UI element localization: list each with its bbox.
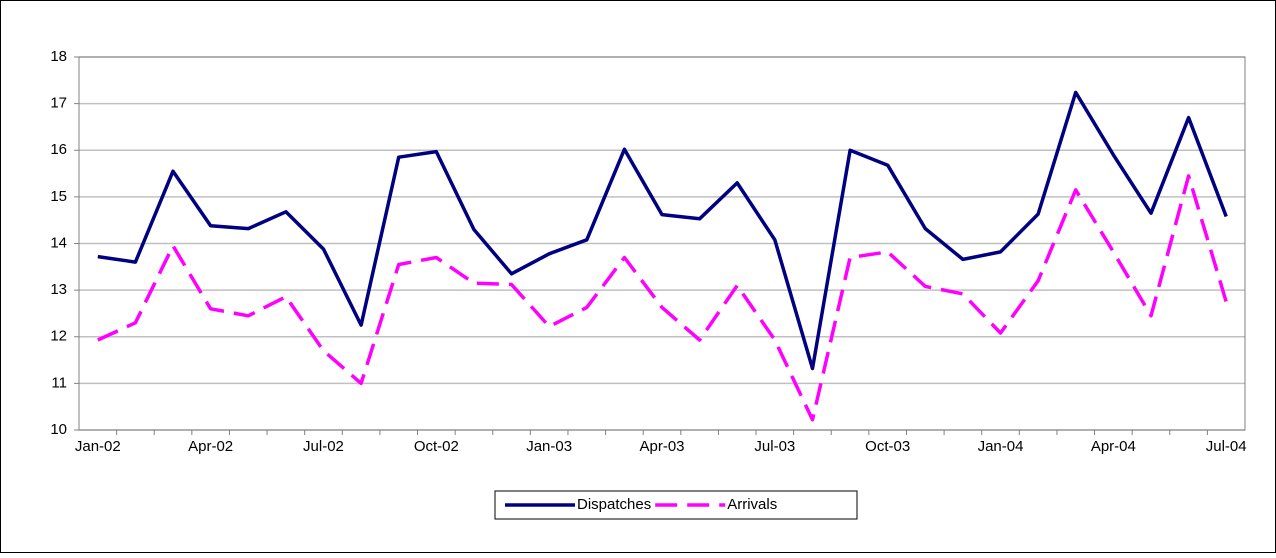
y-tick-label: 10 (50, 421, 67, 438)
legend-label: Dispatches (577, 496, 651, 513)
x-tick-label: Jul-02 (303, 438, 344, 455)
y-tick-label: 16 (50, 141, 67, 158)
y-tick-label: 17 (50, 95, 67, 112)
series-line (97, 90, 1228, 371)
legend-label: Arrivals (727, 496, 777, 513)
y-tick-label: 15 (50, 188, 67, 205)
x-tick-label: Oct-03 (865, 438, 910, 455)
y-tick-label: 13 (50, 281, 67, 298)
x-tick-label: Oct-02 (414, 438, 459, 455)
x-tick-label: Jan-03 (526, 438, 572, 455)
x-tick-label: Apr-02 (188, 438, 233, 455)
y-tick-label: 18 (50, 48, 67, 65)
y-tick-label: 11 (51, 374, 67, 391)
x-tick-label: Jan-04 (978, 438, 1024, 455)
x-tick-label: Jul-03 (754, 438, 795, 455)
y-tick-label: 14 (50, 234, 67, 251)
series-line (97, 174, 1228, 422)
x-tick-label: Apr-03 (639, 438, 684, 455)
plot-area (78, 56, 1246, 431)
y-tick-label: 12 (50, 328, 67, 345)
x-tick-label: Apr-04 (1091, 438, 1136, 455)
x-tick-label: Jul-04 (1206, 438, 1247, 455)
x-tick-label: Jan-02 (75, 438, 121, 455)
